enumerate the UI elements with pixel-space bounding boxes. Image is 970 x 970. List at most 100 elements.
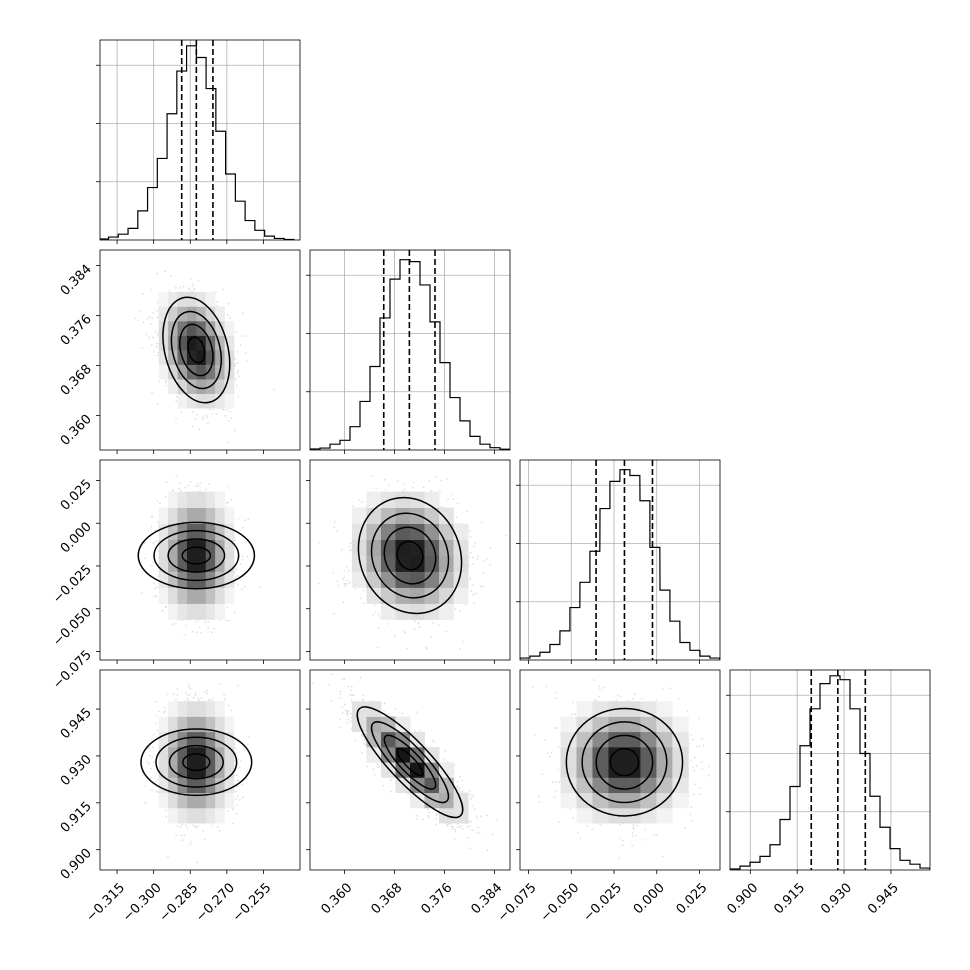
contour-level-1 (181, 546, 212, 565)
hist-panel-1 (306, 249, 511, 454)
density-cell (395, 555, 411, 572)
density-panel-1-0 (96, 249, 301, 454)
density-cell (366, 539, 382, 556)
density-cell (196, 364, 207, 380)
axes-frame (519, 459, 721, 661)
density-cell (351, 571, 367, 588)
contour-level-4 (137, 521, 256, 590)
density-cell (158, 507, 169, 524)
density-cell (560, 792, 577, 809)
density-cell (215, 603, 225, 620)
density-cell (205, 716, 216, 733)
density-cell (168, 716, 178, 733)
density-cell (177, 539, 188, 556)
axes-frame (99, 39, 301, 241)
density-cell (224, 587, 235, 604)
x-tick-label: 0.915 (771, 880, 808, 917)
density-cell (424, 571, 440, 588)
axes-frame (729, 669, 931, 871)
density-cell (215, 716, 225, 733)
density-cell (215, 507, 225, 524)
x-tick-label: 0.025 (674, 880, 711, 917)
y-tick-label: 0.384 (58, 262, 95, 299)
contour-level-1 (396, 540, 424, 571)
density-cell (177, 335, 188, 351)
density-cell (439, 587, 454, 604)
density-cell (576, 777, 593, 794)
density-cell (205, 320, 216, 336)
density-cell (215, 320, 225, 336)
density-cell (560, 746, 577, 763)
histogram-step (520, 469, 720, 660)
x-tick-label: −0.315 (83, 880, 128, 925)
contour-level-3 (155, 736, 238, 788)
density-cell (224, 571, 235, 588)
hist-panel-0 (96, 39, 301, 244)
density-cell (366, 491, 382, 509)
axes-frame (309, 249, 511, 451)
density-cell (424, 587, 440, 604)
density-cell (196, 306, 207, 322)
density-cell (215, 523, 225, 540)
contour-level-1 (187, 336, 206, 364)
density-cell (196, 603, 207, 620)
axes-frame (309, 459, 511, 661)
density-cell (624, 792, 641, 809)
contour-level-3 (370, 512, 450, 599)
density-cell (205, 792, 216, 809)
density-cell (186, 807, 197, 824)
density-cell (177, 291, 188, 307)
density-cell (168, 291, 178, 307)
density-cell (410, 777, 425, 794)
density-cell (224, 762, 235, 778)
y-tick-label: 0.915 (58, 799, 95, 836)
density-cell (608, 746, 625, 763)
density-cell (205, 701, 216, 717)
density-cell (168, 807, 178, 824)
density-cell (410, 603, 425, 620)
density-cell (205, 291, 216, 307)
y-tick-label: −0.025 (50, 562, 95, 607)
density-cell (168, 571, 178, 588)
density-cell (672, 777, 689, 794)
y-tick-label: 0.360 (58, 412, 95, 449)
density-cell (177, 364, 188, 380)
density-cell (196, 807, 207, 824)
density-cell (224, 716, 235, 733)
contour-level-4 (565, 707, 684, 817)
density-cell (186, 603, 197, 620)
density-cell (453, 587, 469, 604)
density-cell (158, 731, 169, 748)
histogram-step (730, 675, 930, 870)
density-cell (366, 587, 382, 604)
density-cell (624, 746, 641, 763)
y-tick-label: 0.376 (58, 312, 95, 349)
density-cell (366, 746, 382, 763)
density-cell (380, 716, 396, 733)
density-cell (395, 716, 411, 733)
density-cell (205, 807, 216, 824)
x-tick-label: 0.945 (865, 880, 902, 917)
density-cell (215, 571, 225, 588)
y-tick-label: 0.000 (58, 519, 95, 556)
hist-panel-2 (516, 459, 721, 664)
density-cell (186, 320, 197, 336)
contour-level-1 (609, 748, 640, 777)
x-tick-label: −0.050 (538, 880, 583, 925)
density-cell (205, 507, 216, 524)
density-cell (205, 364, 216, 380)
density-cell (186, 491, 197, 509)
contour-level-2 (383, 526, 437, 585)
density-cell (168, 350, 178, 365)
density-cell (177, 603, 188, 620)
density-cell (196, 393, 207, 409)
density-cell (196, 350, 207, 365)
density-cell (168, 792, 178, 809)
density-cell (439, 555, 454, 572)
density-cell (224, 379, 235, 394)
density-panel-3-0 (96, 669, 301, 874)
contour-level-2 (179, 323, 214, 377)
density-cell (424, 762, 440, 778)
density-cell (168, 335, 178, 351)
density-cell (177, 320, 188, 336)
